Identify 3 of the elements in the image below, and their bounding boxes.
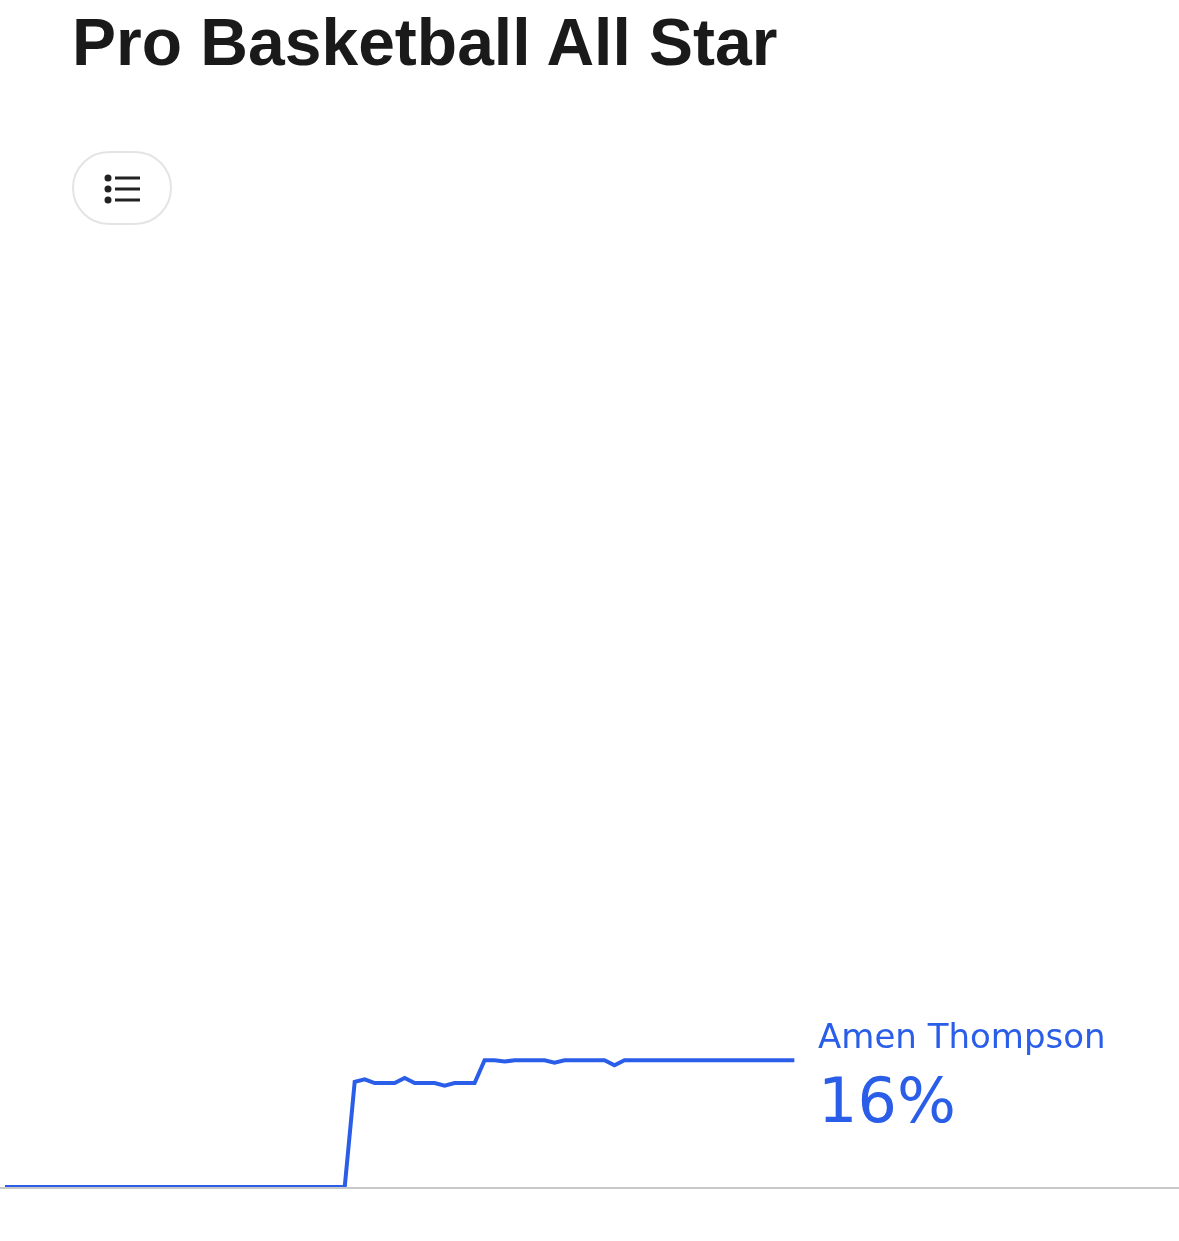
chart-title: Pro Basketball All Star [72,5,778,80]
series-label: Amen Thompson [818,1016,1106,1056]
annotation: 16% [818,1064,956,1137]
